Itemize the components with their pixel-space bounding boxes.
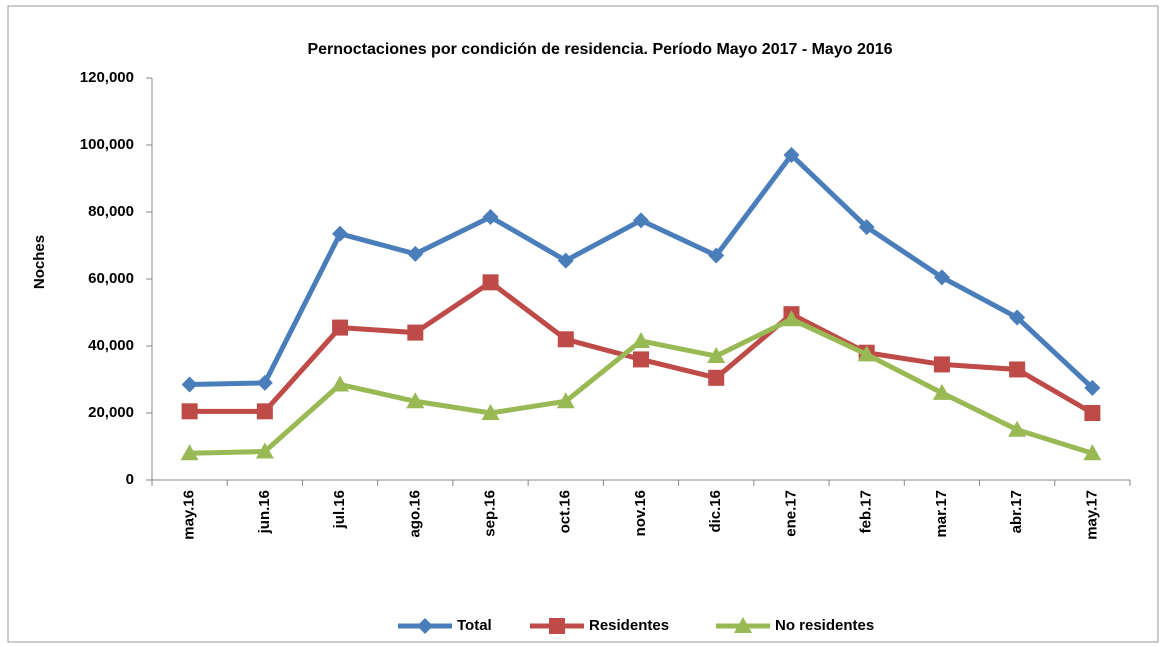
x-tick-label: feb.17 — [858, 490, 875, 533]
marker — [332, 319, 349, 336]
y-axis-label: Noches — [31, 235, 48, 289]
marker — [481, 404, 500, 420]
marker — [406, 392, 425, 409]
y-tick-label: 120,000 — [80, 69, 134, 86]
x-tick-label: may.16 — [181, 490, 198, 540]
marker — [255, 442, 274, 459]
x-tick-label: ago.16 — [406, 490, 423, 538]
marker — [181, 376, 198, 393]
y-tick-label: 80,000 — [88, 203, 134, 220]
y-tick-label: 40,000 — [88, 337, 134, 354]
marker — [181, 403, 198, 420]
marker — [633, 212, 649, 229]
x-tick-label: jul.16 — [331, 490, 348, 529]
chart-title: Pernoctaciones por condición de residenc… — [307, 41, 892, 58]
marker — [933, 356, 950, 373]
legend-marker — [549, 618, 565, 634]
legend-label: Residentes — [589, 617, 669, 634]
y-tick-label: 100,000 — [80, 136, 134, 153]
marker — [1084, 405, 1101, 421]
legend-label: Total — [457, 617, 492, 634]
marker — [1009, 309, 1026, 326]
marker — [1084, 379, 1101, 396]
marker — [557, 331, 574, 348]
y-tick-label: 60,000 — [88, 270, 134, 287]
marker — [332, 225, 349, 242]
marker — [556, 392, 575, 409]
marker — [407, 324, 424, 341]
marker — [1008, 420, 1027, 437]
marker — [331, 375, 350, 392]
x-tick-label: mar.17 — [933, 490, 950, 538]
marker — [256, 374, 273, 391]
legend-label: No residentes — [775, 617, 874, 634]
x-tick-label: jun.16 — [256, 490, 273, 534]
x-tick-label: ene.17 — [782, 490, 799, 537]
marker — [708, 369, 725, 386]
x-tick-label: sep.16 — [482, 490, 499, 537]
legend-marker — [734, 617, 752, 633]
marker — [482, 209, 499, 226]
x-tick-label: oct.16 — [557, 490, 574, 533]
marker — [633, 351, 649, 368]
marker — [782, 310, 801, 327]
y-tick-label: 20,000 — [88, 404, 134, 421]
x-tick-label: nov.16 — [632, 490, 649, 536]
x-tick-label: dic.16 — [707, 490, 724, 533]
marker — [407, 245, 424, 262]
marker — [932, 383, 951, 400]
x-tick-label: abr.17 — [1008, 490, 1025, 533]
marker — [1009, 361, 1026, 378]
marker — [482, 274, 499, 291]
chart-border — [7, 5, 1159, 643]
marker — [708, 247, 725, 264]
marker — [933, 269, 950, 286]
marker — [783, 147, 800, 164]
y-tick-label: 0 — [126, 471, 134, 488]
marker — [632, 331, 650, 348]
marker — [256, 403, 273, 420]
marker — [180, 444, 199, 461]
marker — [1083, 444, 1102, 461]
marker — [857, 345, 876, 362]
marker — [858, 219, 875, 236]
marker — [707, 347, 726, 364]
legend-marker — [417, 618, 433, 634]
x-tick-label: may.17 — [1083, 490, 1100, 540]
marker — [557, 252, 574, 269]
